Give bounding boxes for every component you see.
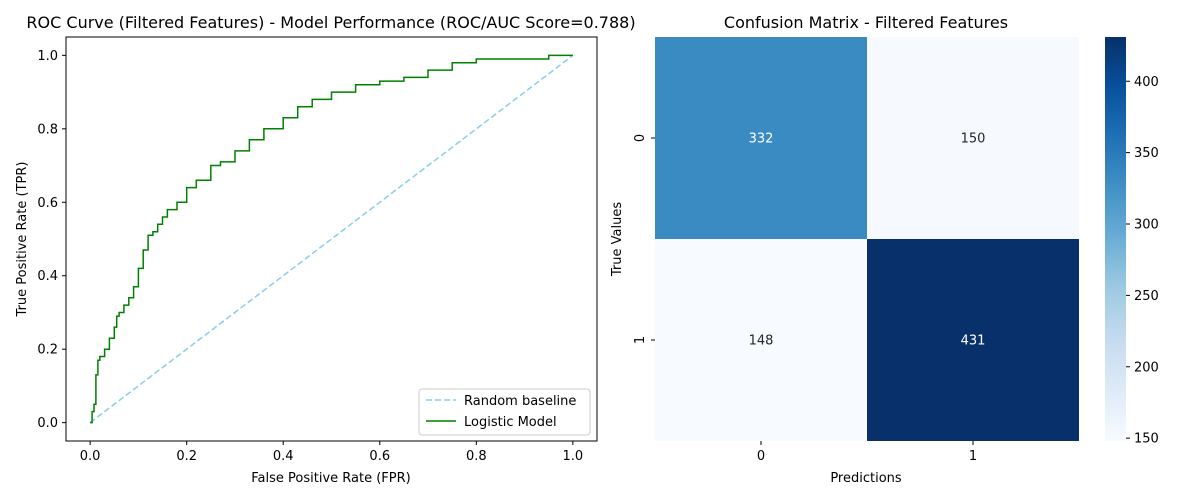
colorbar-tick-label: 150	[1134, 432, 1159, 447]
confusion-matrix-cell	[867, 37, 1079, 239]
roc-y-tick-label: 1.0	[37, 49, 58, 64]
confusion-matrix-cell-value: 431	[961, 334, 986, 349]
roc-y-tick-label: 0.0	[37, 416, 58, 431]
confusion-matrix-cell-value: 148	[749, 334, 774, 349]
colorbar-tick-label: 300	[1134, 218, 1159, 233]
roc-x-tick-label: 0.0	[80, 449, 101, 464]
roc-y-tick-label: 0.4	[37, 269, 58, 284]
roc-y-tick-label: 0.2	[37, 343, 58, 358]
colorbar	[1105, 37, 1126, 441]
roc-x-axis-label: False Positive Rate (FPR)	[251, 471, 410, 486]
roc-lines	[89, 54, 574, 424]
confusion-matrix-cell	[867, 239, 1079, 441]
roc-legend: Random baseline Logistic Model	[418, 388, 591, 436]
colorbar-ticks: 150 200 250 300 350 400	[1126, 75, 1159, 447]
legend-label-random-baseline: Random baseline	[464, 394, 576, 409]
confusion-matrix-cell	[655, 37, 867, 239]
confusion-matrix-cell-value: 150	[961, 132, 986, 147]
roc-x-tick-label: 0.4	[273, 449, 294, 464]
confusion-matrix-chart: Confusion Matrix - Filtered Features 332…	[610, 13, 1159, 486]
roc-y-tick-label: 0.8	[37, 122, 58, 137]
roc-plot-frame	[65, 36, 598, 442]
roc-y-axis-label: True Positive Rate (TPR)	[15, 162, 30, 318]
roc-y-tick-label: 0.6	[37, 196, 58, 211]
cm-y-tick-label: 1	[633, 336, 648, 344]
series-line-logistic-model	[90, 54, 573, 424]
confusion-matrix-cells: 332 150 148 431	[655, 37, 1079, 441]
colorbar-tick-label: 250	[1134, 289, 1159, 304]
cm-x-tick-label: 1	[969, 449, 977, 464]
colorbar-tick-label: 400	[1134, 75, 1159, 90]
roc-x-tick-label: 1.0	[563, 449, 584, 464]
confusion-matrix-title: Confusion Matrix - Filtered Features	[724, 13, 1008, 32]
roc-x-tick-label: 0.2	[176, 449, 197, 464]
confusion-matrix-ticks: 0 1 0 1	[633, 134, 977, 464]
confusion-matrix-x-axis-label: Predictions	[830, 471, 902, 486]
series-line-random-baseline	[89, 54, 574, 424]
roc-chart: ROC Curve (Filtered Features) - Model Pe…	[15, 13, 636, 486]
confusion-matrix-y-axis-label: True Values	[610, 202, 625, 277]
colorbar-tick-label: 200	[1134, 360, 1159, 375]
roc-legend-box	[418, 388, 591, 436]
confusion-matrix-cell	[655, 239, 867, 441]
roc-x-tick-label: 0.6	[369, 449, 390, 464]
cm-x-tick-label: 0	[757, 449, 765, 464]
confusion-matrix-cell-value: 332	[749, 132, 774, 147]
colorbar-tick-label: 350	[1134, 146, 1159, 161]
cm-y-tick-label: 0	[633, 134, 648, 142]
roc-x-tick-label: 0.8	[466, 449, 487, 464]
legend-label-logistic-model: Logistic Model	[464, 415, 557, 430]
roc-chart-title: ROC Curve (Filtered Features) - Model Pe…	[26, 13, 635, 32]
roc-ticks: 0.0 0.2 0.4 0.6 0.8 1.0 0.0 0.2 0.4 0.6 0.8 1.0	[37, 49, 583, 464]
